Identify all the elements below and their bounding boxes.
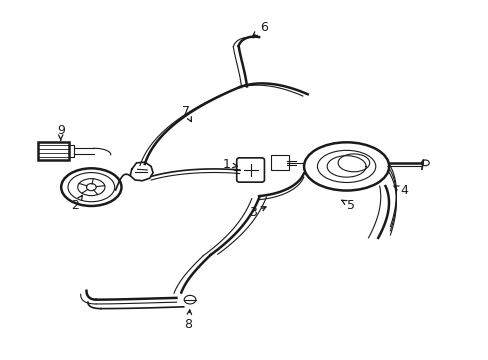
Text: 5: 5 <box>341 199 355 212</box>
Text: 4: 4 <box>393 184 407 197</box>
Text: 8: 8 <box>184 310 192 331</box>
Text: 1: 1 <box>222 158 237 171</box>
Text: 7: 7 <box>182 105 191 122</box>
Text: 9: 9 <box>57 124 64 140</box>
Text: 3: 3 <box>249 206 265 219</box>
Text: 6: 6 <box>252 21 267 36</box>
Text: 2: 2 <box>71 195 82 212</box>
